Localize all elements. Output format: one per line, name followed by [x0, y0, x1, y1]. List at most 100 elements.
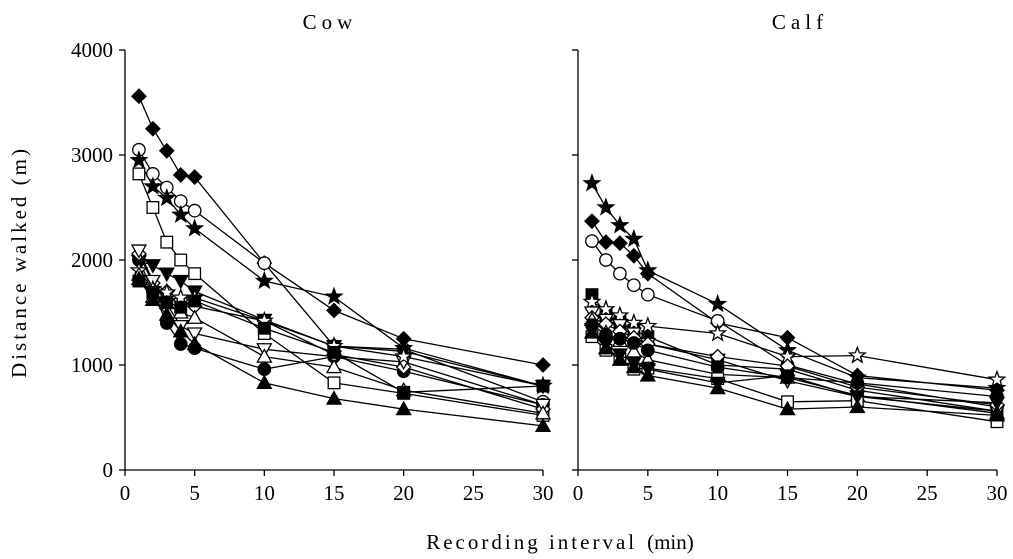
calf-series-3-point — [613, 266, 627, 281]
cow-series-6-point — [144, 259, 161, 274]
cow-series-12-point — [130, 270, 148, 286]
cow-series-6-point — [172, 274, 189, 290]
calf-series-2-point — [779, 329, 796, 346]
cow-y-tick-label: 3000 — [71, 143, 113, 167]
cow-series-3-point — [157, 187, 177, 207]
cow-x-tick-label: 25 — [463, 481, 484, 505]
cow-x-tick-label: 15 — [324, 481, 345, 505]
cow-series-8-point — [186, 327, 203, 342]
calf-series-3-point — [640, 287, 655, 302]
cow-series-12-point — [172, 323, 189, 338]
calf-x-tick-label: 30 — [987, 481, 1008, 505]
cow-series-1-line — [138, 95, 544, 366]
cow-series-4-point — [174, 253, 188, 267]
cow-series-10-point — [325, 358, 343, 374]
calf-series-1-point — [610, 215, 630, 234]
calf-series-2-point — [584, 213, 600, 230]
calf-series-12 — [583, 324, 1006, 422]
cow-series-3-point — [185, 218, 205, 237]
calf-panel-title: Calf — [772, 10, 828, 34]
x-axis-title-text: Recording interval — [426, 530, 637, 554]
cow-x-tick-label: 5 — [189, 481, 200, 505]
cow-series-1-point — [535, 357, 551, 373]
calf-x-tick-label: 10 — [707, 481, 728, 505]
cow-series-11-point — [257, 321, 271, 335]
cow-series-2-point — [187, 203, 202, 218]
calf-series-3-point — [627, 278, 641, 293]
calf-series-2-point — [639, 265, 656, 282]
cow-series-11-point — [174, 300, 188, 314]
cow-series-3-point — [143, 176, 163, 195]
cow-series-3-point — [254, 270, 274, 290]
cow-x-tick-label: 0 — [120, 481, 131, 505]
cow-x-tick-label: 20 — [393, 481, 414, 505]
calf-series-3-point — [585, 234, 599, 248]
calf-series-1-line — [591, 183, 998, 389]
calf-series-12-point — [709, 379, 726, 395]
calf-series-9-point — [627, 336, 641, 350]
calf-x-tick-label: 20 — [847, 481, 868, 505]
cow-series-11-point — [160, 295, 174, 309]
cow-series-10-point — [256, 348, 273, 363]
cow-series-1-point — [158, 142, 175, 159]
cow-series-12 — [130, 270, 552, 433]
cow-series-4-point — [160, 235, 174, 249]
calf-series-1-point — [708, 294, 728, 313]
calf-x-tick-label: 0 — [573, 481, 584, 505]
cow-series-6-point — [158, 267, 175, 282]
calf-series-5-point — [638, 316, 658, 335]
calf-series-9-point — [613, 331, 627, 346]
calf-series-5-point — [987, 369, 1007, 388]
cow-x-tick-label: 30 — [533, 481, 554, 505]
cow-panel: Cow 0 1000 2000 3000 4000 0 5 10 15 20 25 30 — [71, 10, 554, 505]
calf-series-3-point — [599, 253, 613, 267]
cow-series-11-point — [327, 345, 341, 359]
calf-series-2-point — [611, 235, 628, 252]
calf-series-11-point — [849, 390, 866, 405]
cow-series-3-point — [324, 286, 344, 305]
calf-series-5-point — [624, 312, 644, 332]
cow-series-4-point — [146, 201, 160, 214]
calf-series-11-point — [988, 396, 1006, 412]
cow-y-tick-label: 4000 — [71, 38, 113, 62]
calf-x-tick-label: 25 — [917, 481, 938, 505]
cow-series-12-point — [325, 390, 343, 405]
cow-series-4-point — [132, 167, 146, 181]
cow-series-5-point — [257, 362, 272, 377]
cow-y-tick-label: 0 — [103, 458, 114, 482]
calf-series-12-point — [639, 367, 656, 382]
x-axis-title-unit: (min) — [647, 530, 694, 554]
calf-series-1-point — [596, 197, 616, 216]
calf-series-1-point — [624, 228, 644, 248]
cow-series-9-point — [394, 346, 414, 365]
cow-panel-title: Cow — [303, 10, 358, 34]
calf-series-2-point — [598, 234, 614, 251]
cow-series-8-point — [130, 244, 148, 259]
calf-series-1-point — [582, 173, 602, 192]
cow-series-11-point — [397, 385, 411, 399]
calf-series-9-point — [850, 375, 865, 390]
calf-series-12-point — [988, 407, 1006, 422]
y-axis-title: Distance walked (m) — [7, 146, 31, 378]
calf-series-5-point — [708, 323, 728, 342]
cow-x-tick-label: 10 — [254, 481, 275, 505]
calf-series-12-point — [849, 398, 866, 414]
calf-series-12-point — [611, 351, 629, 366]
cow-series-4-point — [188, 267, 202, 281]
cow-series-1-point — [144, 120, 161, 137]
calf-series-11-point — [779, 369, 796, 384]
cow-series-3-point — [129, 150, 149, 169]
cow-series-12-point — [256, 374, 273, 390]
calf-series-2-point — [625, 247, 642, 264]
calf-series-5 — [582, 291, 1007, 388]
cow-series-11-point — [536, 379, 550, 393]
cow-series-12-point — [144, 291, 161, 307]
calf-panel: Calf 0 5 10 15 20 25 30 — [572, 10, 1008, 505]
calf-series-5-point — [596, 299, 616, 318]
cow-series-4-point — [327, 376, 341, 390]
calf-x-tick-label: 5 — [643, 481, 654, 505]
calf-series-9-point — [640, 343, 655, 358]
cow-series-12-point — [158, 306, 175, 321]
x-axis-title: Recording interval (min) — [426, 530, 694, 554]
